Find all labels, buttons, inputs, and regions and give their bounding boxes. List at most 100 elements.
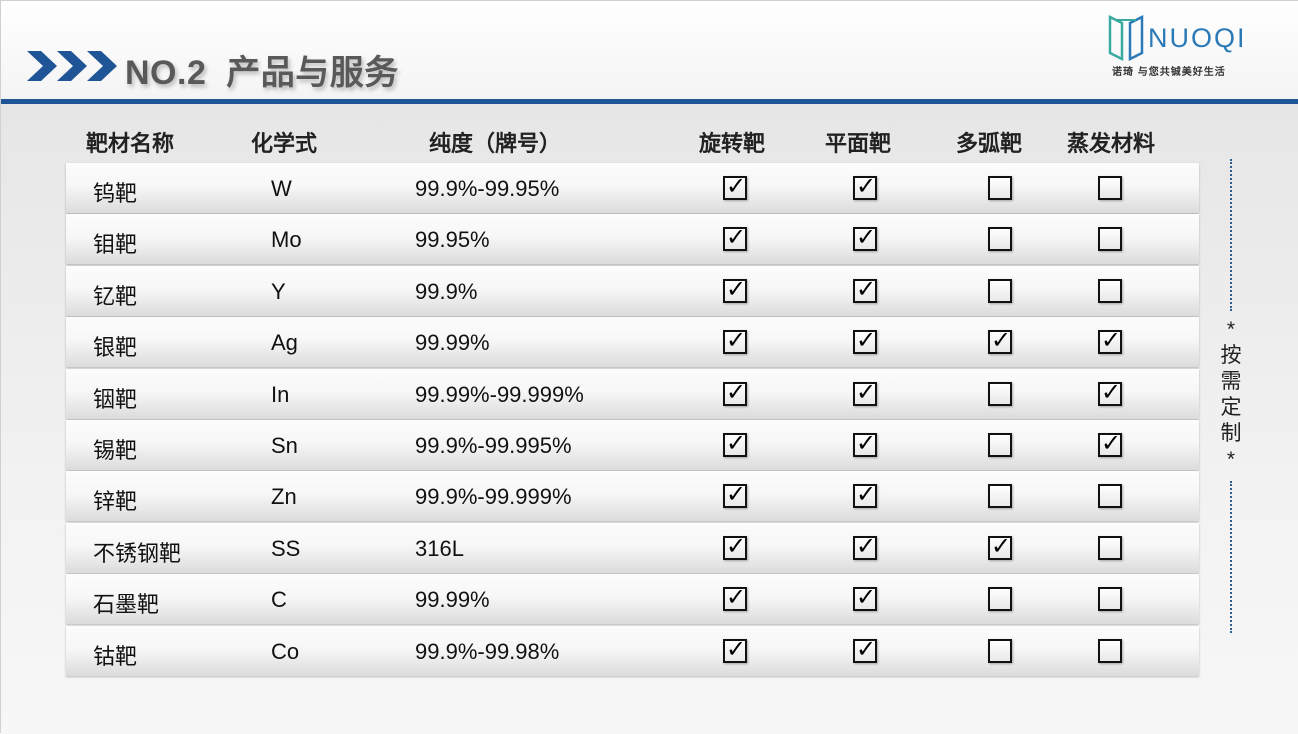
chemical-formula: SS <box>271 535 301 561</box>
unchecked-checkbox[interactable] <box>988 484 1012 509</box>
logo-mark-icon <box>1108 15 1144 61</box>
checked-checkbox[interactable]: ✓ <box>1098 326 1122 355</box>
chemical-formula: Zn <box>271 484 297 510</box>
checkmark-icon: ✓ <box>726 634 747 663</box>
checked-checkbox[interactable]: ✓ <box>853 635 877 663</box>
checked-checkbox[interactable]: ✓ <box>723 223 747 252</box>
checked-checkbox[interactable]: ✓ <box>853 172 877 200</box>
product-name: 不锈钢靶 <box>93 540 182 566</box>
checkmark-icon: ✓ <box>856 531 877 560</box>
checked-checkbox[interactable]: ✓ <box>988 532 1012 560</box>
chemical-formula: Sn <box>271 433 298 458</box>
dotted-line <box>1230 159 1232 311</box>
product-name: 钨靶 <box>93 181 138 206</box>
checked-checkbox[interactable]: ✓ <box>723 378 747 406</box>
checked-checkbox[interactable]: ✓ <box>723 326 747 355</box>
checked-checkbox[interactable]: ✓ <box>723 583 747 612</box>
chemical-formula: Y <box>271 278 286 304</box>
checked-checkbox[interactable]: ✓ <box>853 275 877 303</box>
unchecked-checkbox[interactable] <box>1098 535 1122 560</box>
column-header-name: 靶材名称 <box>86 131 175 156</box>
table-row: 钴靶 Co 99.9%-99.98% ✓ ✓ <box>66 625 1199 676</box>
product-name: 钼靶 <box>93 232 138 258</box>
unchecked-checkbox[interactable] <box>988 278 1012 303</box>
table-row: 银靶 Ag 99.99% ✓ ✓ ✓ ✓ <box>66 317 1199 368</box>
product-name: 锡靶 <box>93 438 138 463</box>
checked-checkbox[interactable]: ✓ <box>723 172 747 200</box>
checked-checkbox[interactable]: ✓ <box>723 532 747 560</box>
checkmark-icon: ✓ <box>726 480 747 509</box>
header-divider <box>1 99 1298 104</box>
table-row: 不锈钢靶 SS 316L ✓ ✓ ✓ <box>66 522 1199 573</box>
checkmark-icon: ✓ <box>991 326 1012 355</box>
side-note: *按需定制* <box>1216 159 1246 634</box>
product-name: 钇靶 <box>93 283 138 309</box>
table-row: 铟靶 In 99.99%-99.999% ✓ ✓ ✓ <box>66 368 1199 419</box>
table-row: 锡靶 Sn 99.9%-99.995% ✓ ✓ ✓ <box>66 420 1199 470</box>
product-name: 锌靶 <box>93 489 138 515</box>
checkmark-icon: ✓ <box>726 223 747 252</box>
header <box>1 1 1298 100</box>
checked-checkbox[interactable]: ✓ <box>853 223 877 252</box>
checked-checkbox[interactable]: ✓ <box>723 480 747 509</box>
checked-checkbox[interactable]: ✓ <box>988 326 1012 355</box>
unchecked-checkbox[interactable] <box>1098 176 1122 200</box>
checkmark-icon: ✓ <box>856 326 877 355</box>
column-header-purity: 纯度（牌号） <box>429 131 562 156</box>
checked-checkbox[interactable]: ✓ <box>853 326 877 355</box>
checkmark-icon: ✓ <box>856 480 877 509</box>
unchecked-checkbox[interactable] <box>988 176 1012 200</box>
dotted-line <box>1230 481 1232 633</box>
checkmark-icon: ✓ <box>1101 326 1122 355</box>
checkmark-icon: ✓ <box>856 377 877 406</box>
purity-value: 99.99% <box>415 330 490 356</box>
checked-checkbox[interactable]: ✓ <box>1098 378 1122 406</box>
checkmark-icon: ✓ <box>726 377 747 406</box>
unchecked-checkbox[interactable] <box>1098 278 1122 303</box>
unchecked-checkbox[interactable] <box>1098 484 1122 509</box>
checked-checkbox[interactable]: ✓ <box>723 635 747 663</box>
checkmark-icon: ✓ <box>856 172 877 200</box>
chevron-right-icon <box>57 51 87 81</box>
purity-value: 316L <box>415 535 464 561</box>
checked-checkbox[interactable]: ✓ <box>853 378 877 406</box>
unchecked-checkbox[interactable] <box>988 638 1012 663</box>
checked-checkbox[interactable]: ✓ <box>853 583 877 612</box>
checked-checkbox[interactable]: ✓ <box>853 480 877 509</box>
checkmark-icon: ✓ <box>726 172 747 200</box>
checked-checkbox[interactable]: ✓ <box>723 275 747 303</box>
unchecked-checkbox[interactable] <box>988 587 1012 612</box>
checked-checkbox[interactable]: ✓ <box>853 532 877 560</box>
chemical-formula: W <box>271 176 292 201</box>
checked-checkbox[interactable]: ✓ <box>853 429 877 457</box>
column-header-rotary: 旋转靶 <box>699 131 766 156</box>
unchecked-checkbox[interactable] <box>988 227 1012 252</box>
unchecked-checkbox[interactable] <box>988 433 1012 457</box>
product-name: 石墨靶 <box>93 592 160 618</box>
unchecked-checkbox[interactable] <box>1098 638 1122 663</box>
column-header-formula: 化学式 <box>251 131 318 156</box>
checked-checkbox[interactable]: ✓ <box>1098 429 1122 457</box>
checkmark-icon: ✓ <box>991 531 1012 560</box>
chemical-formula: Mo <box>271 227 302 253</box>
purity-value: 99.95% <box>415 227 490 253</box>
logo: NUOQI 诺琦 与您共铖美好生活 <box>1106 15 1266 85</box>
checkmark-icon: ✓ <box>1101 377 1122 406</box>
table-row: 钨靶 W 99.9%-99.95% ✓ ✓ <box>66 163 1199 213</box>
product-name: 钴靶 <box>93 643 138 669</box>
checked-checkbox[interactable]: ✓ <box>723 429 747 457</box>
column-header-evaporation: 蒸发材料 <box>1067 131 1156 156</box>
purity-value: 99.9% <box>415 278 478 304</box>
checkmark-icon: ✓ <box>726 531 747 560</box>
unchecked-checkbox[interactable] <box>988 381 1012 406</box>
unchecked-checkbox[interactable] <box>1098 227 1122 252</box>
page-title: NO.2 产品与服务 <box>125 54 399 92</box>
checkmark-icon: ✓ <box>856 274 877 303</box>
product-name: 铟靶 <box>93 386 138 412</box>
table-row: 钼靶 Mo 99.95% ✓ ✓ <box>66 214 1199 265</box>
logo-name: NUOQI <box>1148 23 1247 53</box>
column-header-arc: 多弧靶 <box>956 131 1023 156</box>
checkmark-icon: ✓ <box>856 223 877 252</box>
unchecked-checkbox[interactable] <box>1098 587 1122 612</box>
checkmark-icon: ✓ <box>726 583 747 612</box>
